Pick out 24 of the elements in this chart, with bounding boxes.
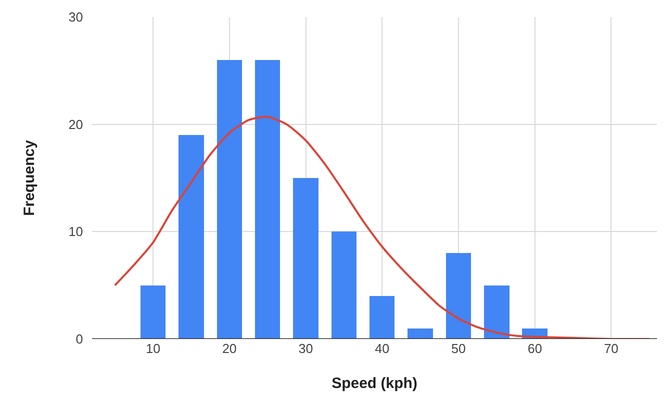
y-axis-title: Frequency — [20, 139, 38, 216]
bar — [484, 285, 510, 339]
bar — [408, 328, 433, 339]
y-tick-label: 10 — [68, 224, 83, 240]
x-tick-label: 30 — [298, 341, 314, 356]
bar — [446, 253, 472, 339]
bar — [293, 178, 318, 339]
bar — [140, 285, 166, 339]
bar — [255, 60, 280, 339]
x-tick-label: 40 — [374, 341, 390, 356]
x-tick-label: 70 — [604, 341, 618, 356]
x-tick-label: 50 — [451, 341, 466, 356]
bar — [370, 296, 395, 339]
bar — [178, 135, 204, 339]
bar — [331, 232, 357, 339]
x-tick-label: 10 — [146, 341, 160, 356]
y-tick-label: 0 — [76, 332, 83, 347]
x-tick-label: 60 — [528, 341, 542, 356]
y-tick-label: 30 — [68, 10, 83, 25]
bar — [216, 60, 242, 339]
x-axis-title: Speed (kph) — [332, 375, 418, 392]
y-tick-label: 20 — [68, 116, 83, 132]
line-series — [114, 116, 650, 339]
x-tick-label: 20 — [222, 341, 237, 356]
